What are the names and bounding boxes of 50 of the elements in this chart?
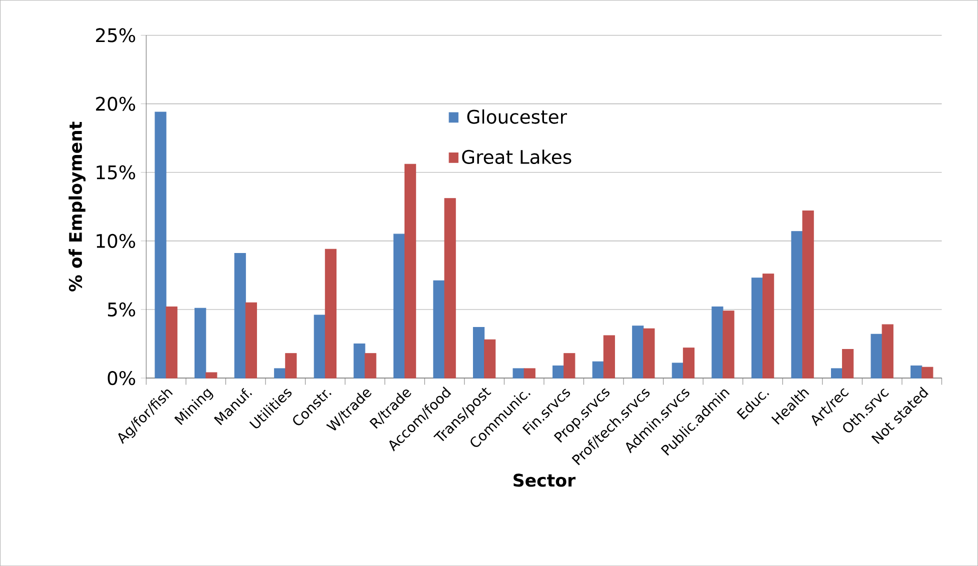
bar [682,348,695,378]
bar [512,368,524,378]
bar [364,352,376,378]
legend-label: Gloucester [467,109,568,124]
bar [166,306,178,378]
y-tick-label: 25% [96,28,136,42]
bar [206,372,218,378]
bar [314,314,326,378]
bar [472,326,485,378]
y-tick-label: 15% [96,165,136,180]
bar [393,234,406,378]
bar [552,365,564,378]
bar [830,368,843,378]
bar [524,368,536,378]
y-tick-label: 5% [108,302,136,316]
bar [910,365,922,378]
bar [791,230,803,378]
bar [444,198,456,378]
bar [751,278,764,378]
legend-label: Great Lakes [462,149,572,164]
bar [722,310,734,378]
bar [245,302,257,378]
x-axis-title: Sector [514,474,576,487]
bar [484,339,496,378]
bar [712,306,724,378]
bar [564,352,576,378]
bar [870,334,882,378]
y-tick-label: 0% [108,370,136,386]
y-axis-title: % of Employment [68,122,86,292]
bar [433,280,445,378]
bar [234,252,246,378]
bar [354,343,366,378]
y-tick-label: 10% [96,234,136,248]
bar [603,335,615,378]
bar [922,366,934,378]
bar [324,248,337,378]
bar [842,348,854,378]
bar [632,326,644,378]
bar [802,210,814,378]
bar [672,362,684,378]
bar [643,328,655,378]
bar [592,361,604,378]
bar [882,324,894,378]
bar [194,308,206,378]
bar [404,164,416,378]
bar [274,368,286,378]
y-tick-label: 20% [96,96,136,111]
bar [154,112,166,378]
bar [285,352,297,378]
bar [762,273,774,378]
